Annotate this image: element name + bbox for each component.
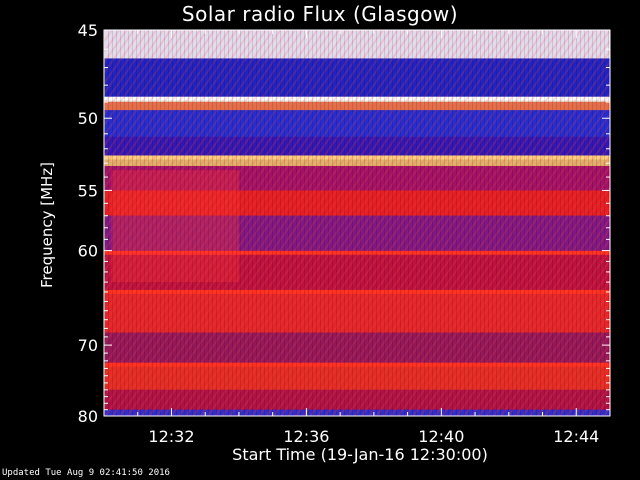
x-axis-label: Start Time (19-Jan-16 12:30:00) bbox=[232, 445, 488, 464]
y-tick-label: 55 bbox=[78, 181, 98, 200]
updated-timestamp: Updated Tue Aug 9 02:41:50 2016 bbox=[2, 468, 170, 478]
y-tick-label: 60 bbox=[78, 242, 98, 261]
y-tick-label: 70 bbox=[78, 336, 98, 355]
chart-title: Solar radio Flux (Glasgow) bbox=[181, 2, 459, 26]
x-tick-label: 12:32 bbox=[148, 427, 194, 446]
x-tick-label: 12:44 bbox=[553, 427, 599, 446]
y-axis-label: Frequency [MHz] bbox=[38, 161, 56, 289]
plot-area bbox=[104, 30, 610, 416]
axes: 45 50 55 60 70 80 12:32 12:36 12:40 12:44 bbox=[78, 21, 611, 446]
y-tick-label: 45 bbox=[78, 21, 98, 40]
x-tick-label: 12:36 bbox=[283, 427, 329, 446]
noise-overlay bbox=[104, 30, 610, 416]
plot-frame bbox=[103, 29, 611, 417]
y-tick-label: 50 bbox=[78, 109, 98, 128]
x-tick-label: 12:40 bbox=[418, 427, 464, 446]
y-tick-label: 80 bbox=[78, 407, 98, 426]
